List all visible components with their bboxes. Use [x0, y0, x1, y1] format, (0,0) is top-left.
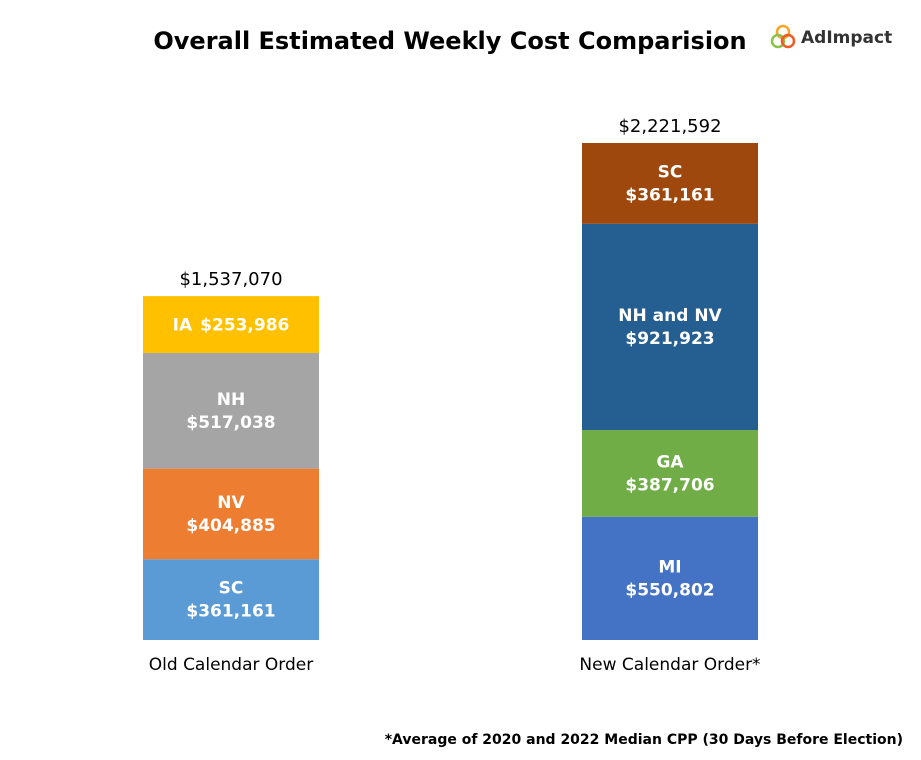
segment-value: $253,986 [200, 316, 289, 336]
segment-name: NH [217, 390, 245, 410]
bar-segment [582, 223, 758, 431]
segment-value: $921,923 [625, 329, 714, 349]
x-tick-label: New Calendar Order* [579, 655, 760, 675]
footnote: *Average of 2020 and 2022 Median CPP (30… [385, 732, 903, 748]
bar-segment [143, 559, 319, 640]
bar-segment [143, 352, 319, 469]
segment-value: $550,802 [625, 580, 714, 600]
segment-value: $404,885 [186, 516, 275, 536]
total-label: $1,537,070 [179, 269, 282, 290]
segment-value: $361,161 [186, 602, 275, 622]
bar-segment [143, 468, 319, 560]
segment-name: NH and NV [618, 306, 722, 326]
segment-label: IA $253,986 [173, 316, 290, 336]
total-label: $2,221,592 [618, 116, 721, 137]
segment-name: SC [219, 579, 244, 599]
segment-value: $361,161 [625, 185, 714, 205]
bar-segment [582, 143, 758, 224]
bar-segment [582, 430, 758, 517]
bar-segment [143, 296, 319, 353]
segment-value: $517,038 [186, 413, 275, 433]
chart-title: Overall Estimated Weekly Cost Comparisio… [153, 27, 746, 55]
segment-name: NV [217, 493, 245, 513]
segment-name: GA [656, 452, 684, 472]
segment-name: MI [658, 557, 681, 577]
logo-icon [770, 24, 796, 49]
x-tick-label: Old Calendar Order [149, 655, 313, 675]
logo: AdImpact [801, 28, 892, 48]
segment-name: IA [173, 316, 193, 336]
segment-value: $387,706 [625, 475, 714, 495]
segment-name: SC [658, 162, 683, 182]
bar-segment [582, 516, 758, 640]
